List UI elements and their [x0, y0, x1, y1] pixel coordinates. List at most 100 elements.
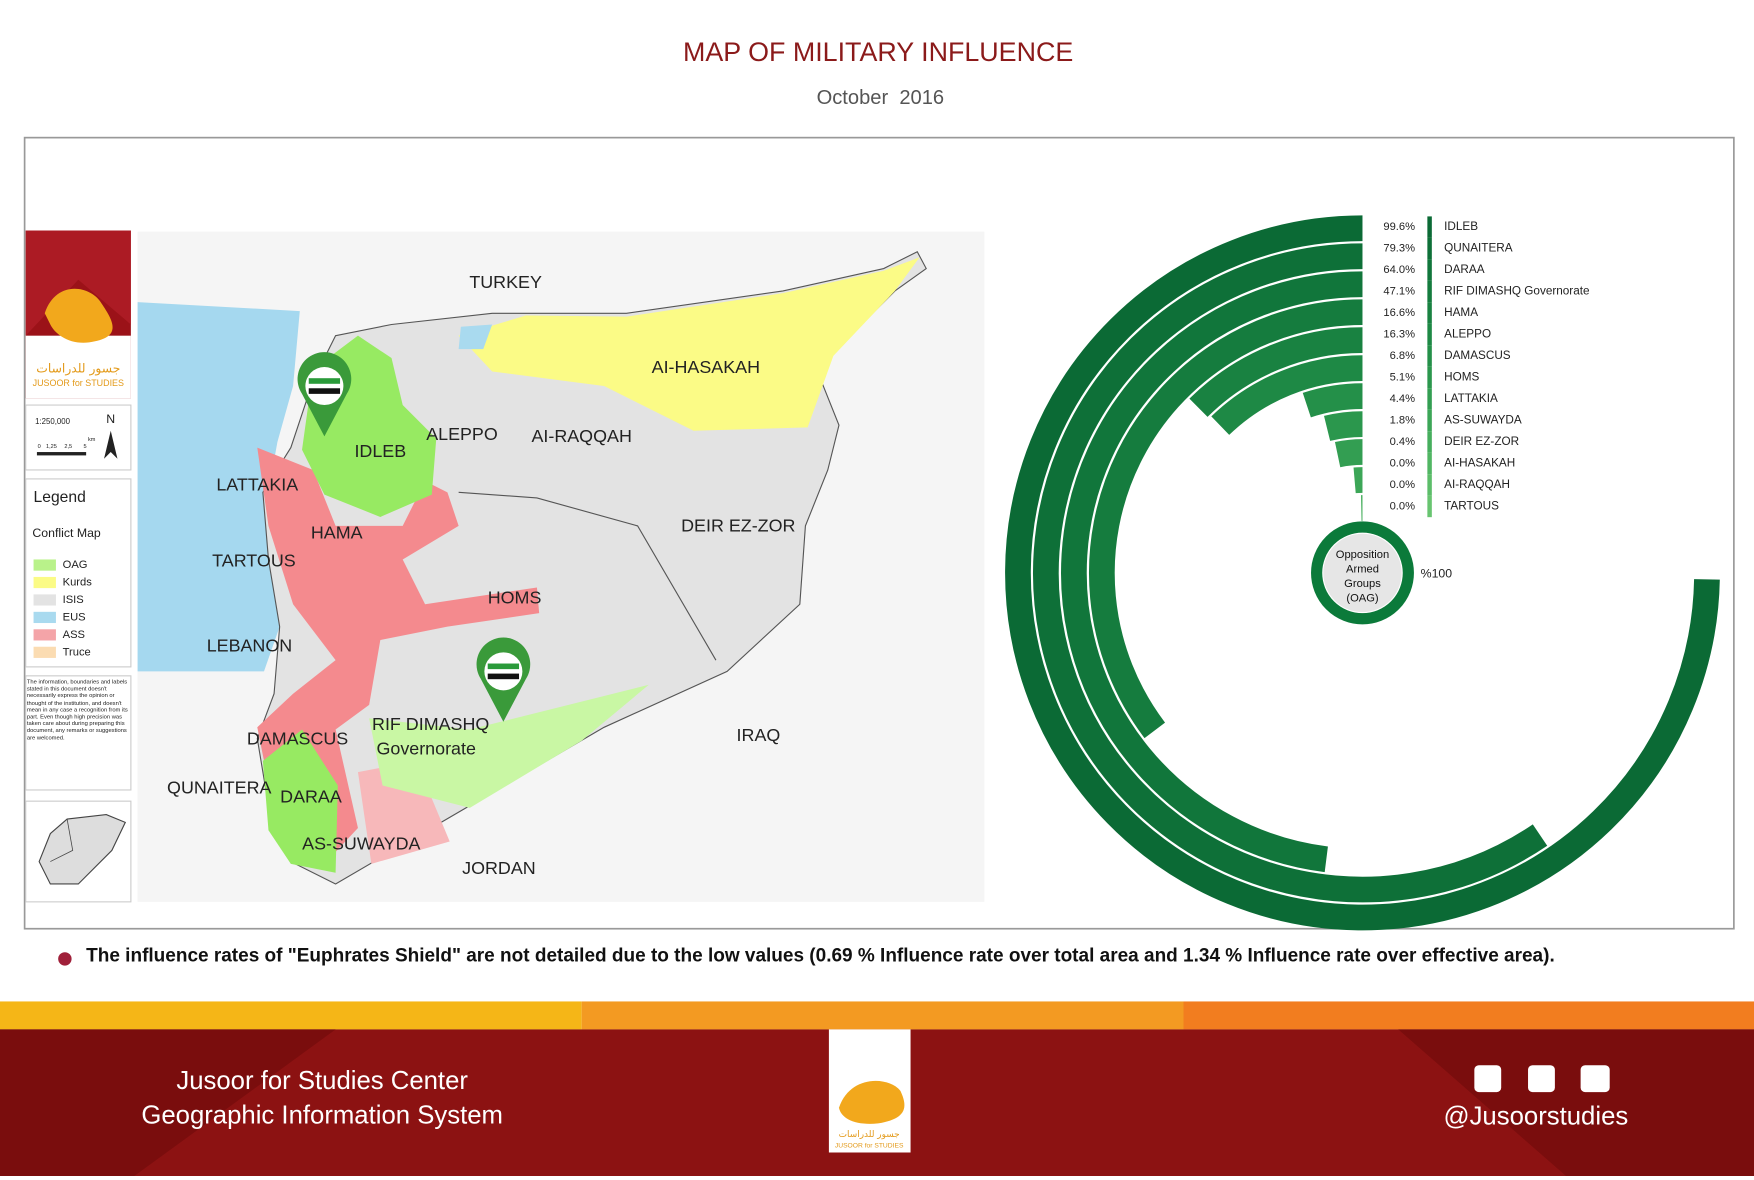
disclaimer: The information, boundaries and labels s… [27, 679, 130, 741]
map-label: Governorate [376, 738, 475, 758]
value-label: 16.6% [1383, 307, 1415, 319]
map-label: IDLEB [354, 441, 406, 461]
category-label: TARTOUS [1444, 500, 1499, 513]
flag-stripe [309, 388, 340, 394]
scale-tick: 1,25 [46, 444, 57, 450]
category-label: DAMASCUS [1444, 349, 1511, 362]
map-label: TARTOUS [212, 550, 296, 570]
center-label: Groups [1344, 578, 1381, 590]
map-label: TURKEY [469, 272, 542, 292]
map-label: IRAQ [737, 725, 781, 745]
footer-handle: @Jusoorstudies [1443, 1103, 1628, 1131]
map-label: AI-HASAKAH [652, 357, 760, 377]
map-label: AI-RAQQAH [531, 426, 631, 446]
value-label: 64.0% [1383, 264, 1415, 276]
category-label: QUNAITERA [1444, 242, 1513, 255]
list-bar [1427, 453, 1431, 474]
radial-bar [1327, 424, 1362, 428]
radial-bar [1307, 396, 1363, 405]
legend-swatch [34, 559, 56, 570]
value-label: 4.4% [1390, 393, 1416, 405]
scale-unit: km [88, 437, 96, 443]
value-label: 6.8% [1390, 350, 1416, 362]
note-bullet [58, 952, 71, 965]
center-label: Armed [1346, 563, 1379, 575]
map-label: DEIR EZ-ZOR [681, 516, 795, 536]
googleplus-icon[interactable] [1581, 1065, 1610, 1092]
map-label: JORDAN [462, 858, 536, 878]
value-label: 16.3% [1383, 329, 1415, 341]
list-bar [1427, 367, 1431, 388]
map-label: QUNAITERA [167, 778, 271, 798]
value-label: 0.0% [1390, 457, 1416, 469]
list-bar [1427, 281, 1431, 302]
logo-english: JUSOOR for STUDIES [33, 378, 124, 388]
category-label: DEIR EZ-ZOR [1444, 435, 1519, 448]
footer-logo-arabic: جسور للدراسات [839, 1130, 900, 1140]
category-label: AI-HASAKAH [1444, 457, 1515, 470]
map-label: ALEPPO [426, 424, 498, 444]
category-label: RIF DIMASHQ Governorate [1444, 285, 1589, 298]
subtitle: October 2016 [817, 87, 945, 109]
map-label: LATTAKIA [216, 474, 298, 494]
north-label: N [106, 412, 115, 426]
list-bar [1427, 302, 1431, 323]
list-bar [1427, 345, 1431, 366]
flag-stripe [488, 664, 519, 670]
scale-bar [37, 452, 86, 455]
legend-swatch [34, 612, 56, 623]
list-bar [1427, 431, 1431, 452]
logo-arabic: جسور للدراسات [36, 362, 120, 377]
value-label: 0.0% [1390, 500, 1416, 512]
center-value-label: %100 [1421, 566, 1453, 580]
map-label: HOMS [488, 587, 542, 607]
footer-line: Geographic Information System [141, 1101, 503, 1129]
stripe [582, 1001, 1184, 1029]
flag-stripe [309, 378, 340, 384]
list-bar [1427, 410, 1431, 431]
legend-label: ASS [63, 629, 85, 641]
scale-tick: 0 [38, 444, 41, 450]
center-label: Opposition [1336, 549, 1389, 561]
list-bar [1427, 474, 1431, 495]
legend-swatch [34, 629, 56, 640]
pin-flag-bg [305, 367, 343, 405]
facebook-icon[interactable] [1474, 1065, 1501, 1092]
stripe [1184, 1001, 1754, 1029]
category-label: AI-RAQQAH [1444, 478, 1510, 491]
legend-title: Legend [34, 489, 86, 506]
legend-swatch [34, 577, 56, 588]
map-label: AS-SUWAYDA [302, 834, 420, 854]
value-label: 79.3% [1383, 243, 1415, 255]
pin-flag-bg [484, 652, 522, 690]
category-label: ALEPPO [1444, 328, 1491, 341]
map-label: DARAA [280, 787, 342, 807]
value-label: 99.6% [1383, 221, 1415, 233]
value-label: 1.8% [1390, 414, 1416, 426]
scale-tick: 2,5 [64, 444, 72, 450]
disclaimer-container: The information, boundaries and labels s… [27, 679, 130, 789]
category-label: IDLEB [1444, 220, 1478, 233]
map-label: RIF DIMASHQ [372, 714, 489, 734]
value-label: 0.0% [1390, 479, 1416, 491]
value-label: 5.1% [1390, 371, 1416, 383]
twitter-icon[interactable] [1528, 1065, 1555, 1092]
scale-tick: 5 [83, 444, 86, 450]
category-label: AS-SUWAYDA [1444, 414, 1522, 427]
list-bar [1427, 238, 1431, 259]
note: The influence rates of "Euphrates Shield… [86, 946, 1555, 967]
legend-label: OAG [63, 559, 88, 571]
legend-label: ISIS [63, 594, 84, 606]
legend-label: EUS [63, 611, 86, 623]
list-bar [1427, 496, 1431, 517]
footer-logo-english: JUSOOR for STUDIES [835, 1143, 904, 1150]
title: MAP OF MILITARY INFLUENCE [683, 37, 1073, 67]
stripe [0, 1001, 582, 1029]
value-label: 47.1% [1383, 286, 1415, 298]
category-label: HOMS [1444, 371, 1479, 384]
map-label: DAMASCUS [247, 728, 348, 748]
legend-label: Kurds [63, 576, 93, 588]
list-bar [1427, 216, 1431, 237]
legend-label: Truce [63, 646, 91, 658]
